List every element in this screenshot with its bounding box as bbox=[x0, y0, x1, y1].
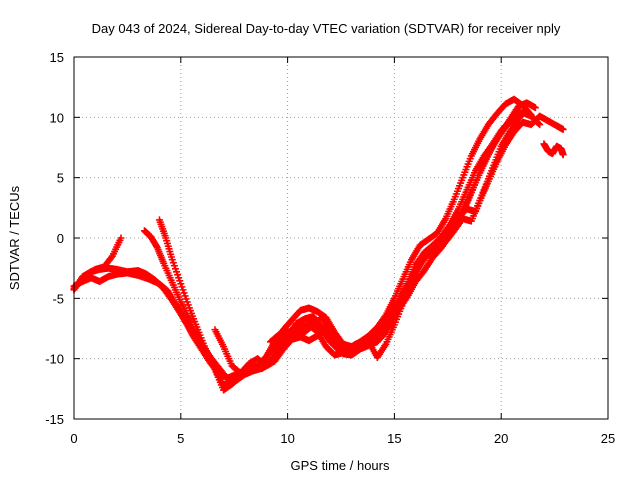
data-point bbox=[559, 125, 567, 133]
x-tick-label: 5 bbox=[177, 431, 184, 446]
data-point bbox=[559, 151, 567, 159]
x-tick-label: 10 bbox=[280, 431, 294, 446]
data-point bbox=[107, 253, 115, 261]
x-tick-label: 15 bbox=[387, 431, 401, 446]
data-point bbox=[117, 234, 125, 242]
data-point bbox=[535, 120, 543, 128]
y-tick-label: 5 bbox=[57, 171, 64, 186]
axis-ticks: 0 5 10 15 20 25 -15 -10 -5 0 5 10 15 bbox=[45, 50, 615, 446]
x-tick-label: 0 bbox=[70, 431, 77, 446]
y-tick-label: 0 bbox=[57, 231, 64, 246]
y-tick-label: -15 bbox=[45, 412, 64, 427]
x-tick-label: 25 bbox=[601, 431, 615, 446]
data-point bbox=[522, 107, 530, 115]
series-track-8 bbox=[540, 140, 567, 159]
data-point bbox=[531, 104, 539, 112]
data-point bbox=[381, 313, 389, 321]
data-point bbox=[523, 106, 531, 114]
x-tick-label: 20 bbox=[494, 431, 508, 446]
data-points bbox=[70, 95, 567, 394]
y-tick-label: 15 bbox=[50, 50, 64, 65]
x-axis-label: GPS time / hours bbox=[291, 458, 390, 473]
y-axis-label: SDTVAR / TECUs bbox=[7, 185, 22, 290]
chart-title: Day 043 of 2024, Sidereal Day-to-day VTE… bbox=[92, 21, 561, 36]
data-point bbox=[536, 121, 544, 129]
y-tick-label: -10 bbox=[45, 352, 64, 367]
series-track-7 bbox=[267, 106, 531, 354]
y-tick-label: -5 bbox=[52, 291, 64, 306]
y-tick-label: 10 bbox=[50, 110, 64, 125]
